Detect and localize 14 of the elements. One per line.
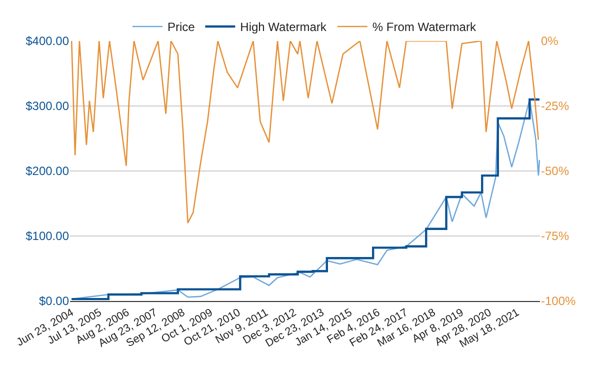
legend-label: % From Watermark <box>372 20 477 34</box>
y-tick-label: $400.00 <box>26 34 70 48</box>
y-tick-label: $100.00 <box>26 229 70 244</box>
y-tick-label: $200.00 <box>26 164 70 178</box>
y-tick-label: $300.00 <box>26 99 70 114</box>
legend-label: Price <box>168 20 196 34</box>
y2-tick-label: 0% <box>541 34 559 48</box>
y-tick-label: $0.00 <box>38 294 70 308</box>
line-series <box>70 41 540 224</box>
y2-tick-label: -75% <box>541 229 570 244</box>
legend-label: High Watermark <box>240 20 328 34</box>
y2-tick-label: -50% <box>541 164 570 178</box>
y2-tick-label: -100% <box>541 294 576 308</box>
y2-tick-label: -25% <box>541 99 570 114</box>
